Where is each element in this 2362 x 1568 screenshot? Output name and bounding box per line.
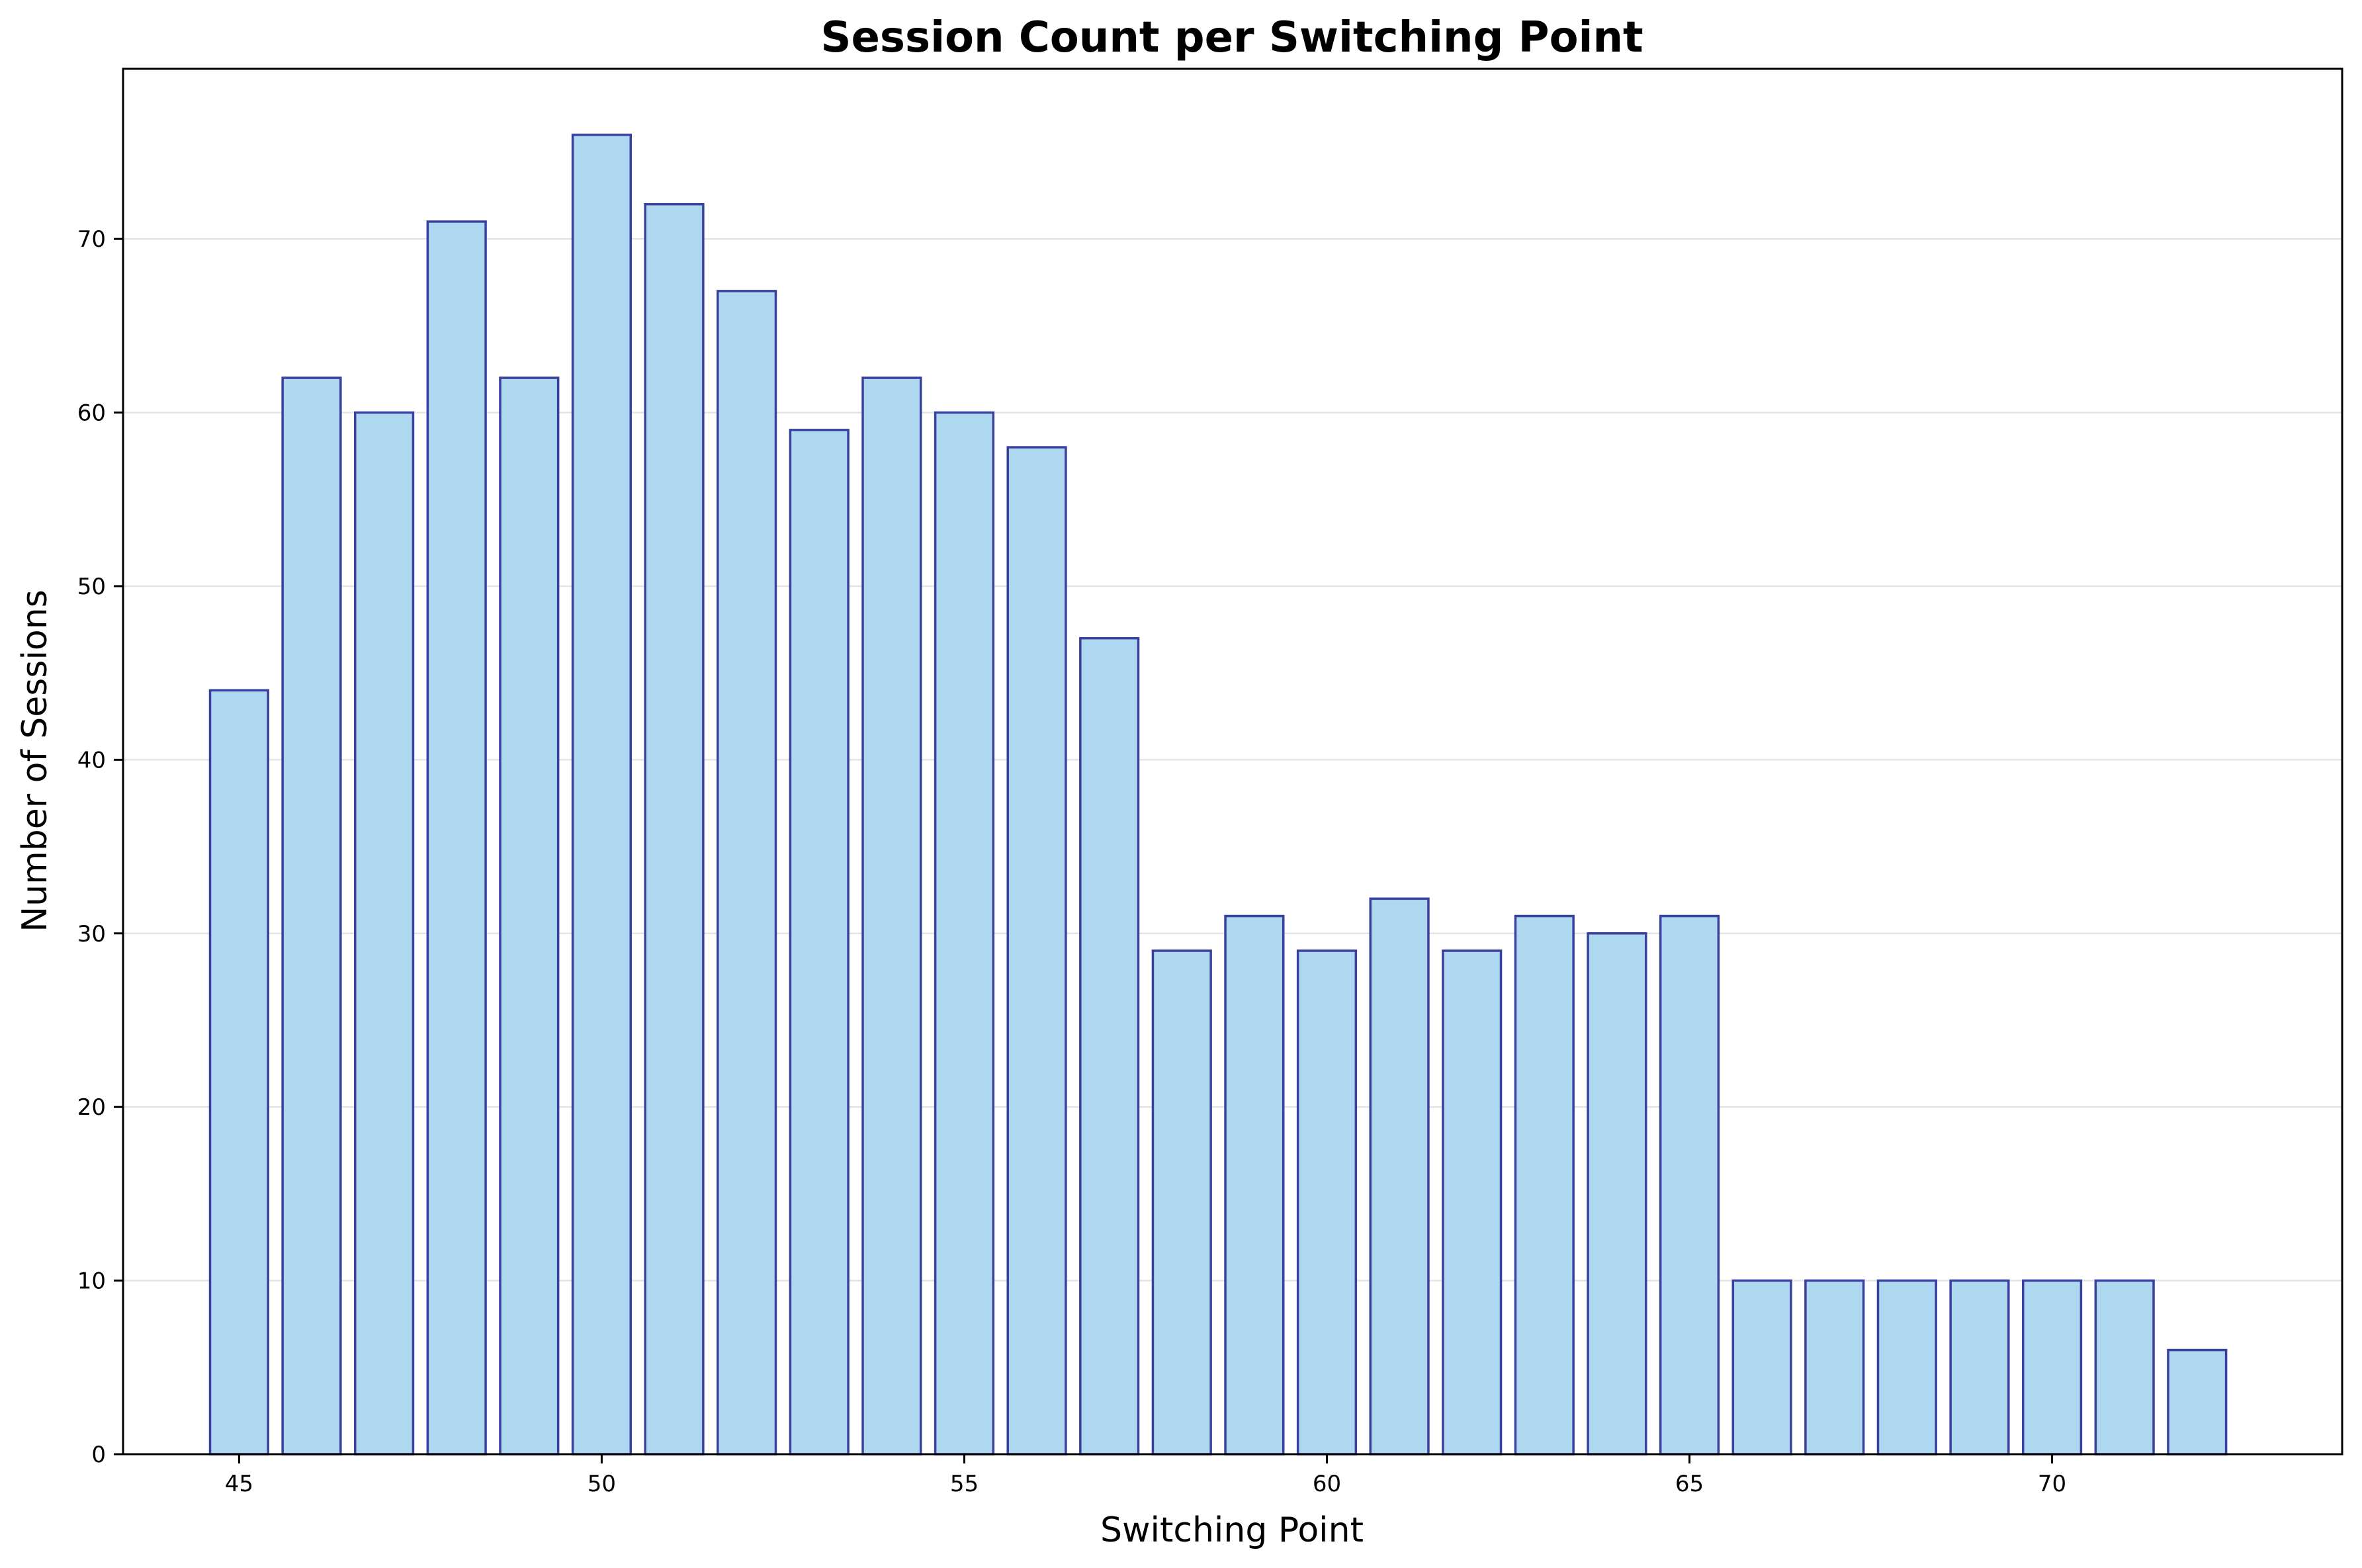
bar-64 (1587, 932, 1647, 1456)
y-tick-label: 0 (91, 1442, 106, 1468)
bar-46 (281, 376, 342, 1456)
chart-title: Session Count per Switching Point (820, 13, 1643, 62)
x-axis-label: Switching Point (1100, 1510, 1364, 1550)
x-tick-label: 60 (1313, 1471, 1341, 1497)
bar-45 (208, 689, 269, 1456)
bar-59 (1224, 914, 1285, 1456)
bar-54 (861, 376, 922, 1456)
bar-69 (1949, 1279, 2010, 1456)
x-tick-label: 55 (950, 1471, 979, 1497)
y-tick-label: 60 (77, 400, 106, 427)
x-tick-label: 65 (1675, 1471, 1704, 1497)
y-tick-label: 70 (77, 226, 106, 253)
bar-70 (2021, 1279, 2083, 1456)
bar-57 (1079, 636, 1140, 1456)
y-ticks: 0 10 20 30 40 50 60 70 (77, 226, 123, 1468)
bar-55 (934, 411, 995, 1456)
bar-68 (1876, 1279, 1937, 1456)
bar-48 (426, 220, 487, 1456)
y-tick-label: 50 (77, 574, 106, 600)
bar-72 (2167, 1348, 2228, 1456)
bar-56 (1006, 446, 1067, 1456)
bar-47 (353, 411, 415, 1456)
bar-61 (1369, 897, 1430, 1456)
bar-66 (1731, 1279, 1792, 1456)
y-tick-label: 10 (77, 1268, 106, 1295)
bar-53 (789, 429, 850, 1456)
x-tick-label: 50 (588, 1471, 616, 1497)
bar-71 (2094, 1279, 2155, 1456)
bar-60 (1296, 949, 1358, 1456)
x-tick-label: 70 (2038, 1471, 2066, 1497)
bar-52 (717, 290, 777, 1456)
y-tick-label: 30 (77, 921, 106, 947)
y-tick-label: 40 (77, 747, 106, 773)
plot-frame (122, 67, 2343, 1456)
x-tick-label: 45 (225, 1471, 253, 1497)
y-tick-label: 20 (77, 1094, 106, 1121)
bar-63 (1514, 914, 1575, 1456)
bar-50 (571, 133, 633, 1456)
bar-49 (499, 376, 560, 1456)
bar-65 (1659, 914, 1720, 1456)
x-ticks: 45 50 55 60 65 70 (225, 1454, 2066, 1497)
bar-51 (644, 202, 705, 1456)
y-axis-label: Number of Sessions (15, 589, 55, 932)
bar-62 (1442, 949, 1503, 1456)
bar-67 (1804, 1279, 1865, 1456)
bar-58 (1151, 949, 1212, 1456)
